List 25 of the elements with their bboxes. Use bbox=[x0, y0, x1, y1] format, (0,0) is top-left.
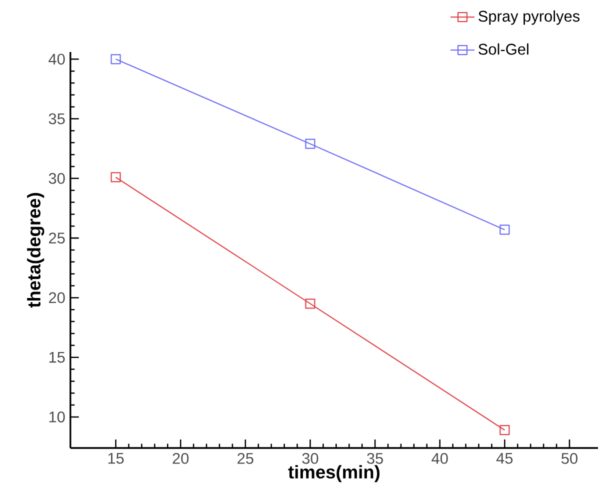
point bbox=[110, 172, 121, 182]
x-tick-label: 20 bbox=[172, 453, 189, 464]
x-tick-label: 40 bbox=[432, 453, 448, 464]
x-tick-label: 30 bbox=[302, 453, 318, 464]
point bbox=[500, 224, 510, 235]
legend-label: Sol-Gel bbox=[478, 43, 528, 55]
x-tick-label: 45 bbox=[496, 453, 513, 464]
legend-label: Spray pyrolyes bbox=[478, 10, 580, 25]
x-tick-label: 50 bbox=[561, 453, 578, 464]
x-tick-label: 35 bbox=[367, 453, 383, 464]
y-tick-label: 20 bbox=[49, 292, 65, 304]
x-tick-label: 15 bbox=[108, 453, 124, 464]
y-axis-title: theta(degree) bbox=[27, 193, 44, 308]
point bbox=[305, 298, 316, 309]
y-tick-label: 35 bbox=[48, 113, 65, 124]
y-tick-label: 40 bbox=[48, 54, 65, 65]
point bbox=[500, 425, 510, 436]
point bbox=[305, 138, 316, 149]
y-tick-label: 30 bbox=[48, 173, 65, 184]
y-tick-label: 15 bbox=[49, 352, 65, 363]
point bbox=[110, 54, 121, 64]
y-tick-label: 10 bbox=[49, 412, 65, 423]
x-axis-title: times(min) bbox=[288, 465, 380, 482]
x-tick-label: 25 bbox=[238, 453, 254, 464]
y-tick-label: 25 bbox=[49, 232, 65, 244]
